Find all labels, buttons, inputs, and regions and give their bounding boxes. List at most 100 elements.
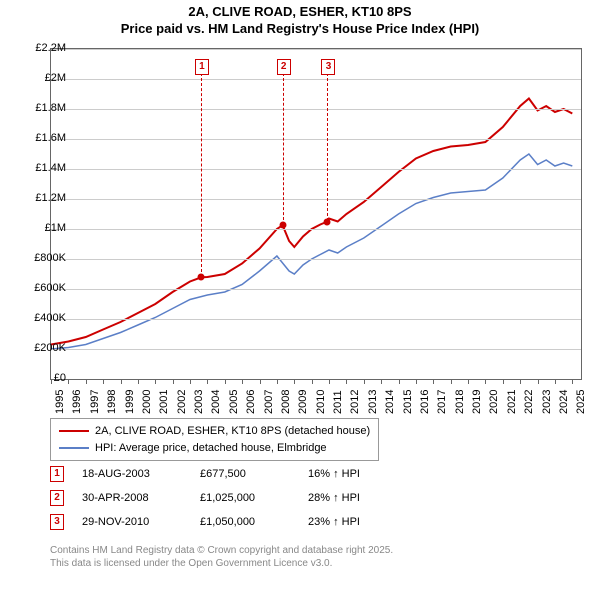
x-axis-label: 2011 [332, 390, 344, 414]
footer-line-1: Contains HM Land Registry data © Crown c… [50, 544, 393, 557]
x-axis-label: 2018 [454, 390, 466, 414]
callout-number: 1 [50, 466, 64, 482]
y-gridline [51, 259, 581, 260]
x-tick [364, 379, 365, 384]
y-axis-label: £200K [22, 342, 66, 354]
x-axis-label: 2004 [210, 390, 222, 414]
marker-dashed-line [327, 73, 328, 222]
y-axis-label: £400K [22, 312, 66, 324]
callout-number: 3 [50, 514, 64, 530]
y-axis-label: £1.2M [22, 192, 66, 204]
x-tick [138, 379, 139, 384]
footer: Contains HM Land Registry data © Crown c… [50, 544, 393, 570]
callout-number: 2 [50, 490, 64, 506]
x-axis-label: 2019 [471, 390, 483, 414]
chart-svg [51, 49, 581, 379]
y-axis-label: £1M [22, 222, 66, 234]
x-tick [260, 379, 261, 384]
x-axis-label: 1997 [89, 390, 101, 414]
x-tick [294, 379, 295, 384]
y-gridline [51, 199, 581, 200]
marker-box: 2 [277, 59, 291, 75]
y-gridline [51, 139, 581, 140]
marker-dot [197, 274, 204, 281]
callout-date: 18-AUG-2003 [82, 468, 182, 480]
y-axis-label: £800K [22, 252, 66, 264]
series-line [51, 99, 572, 345]
x-axis-label: 1996 [71, 390, 83, 414]
legend-row: HPI: Average price, detached house, Elmb… [59, 440, 370, 457]
legend-label: 2A, CLIVE ROAD, ESHER, KT10 8PS (detache… [95, 423, 370, 440]
callout-pct: 23% ↑ HPI [308, 516, 398, 528]
x-tick [451, 379, 452, 384]
callout-date: 29-NOV-2010 [82, 516, 182, 528]
x-tick [346, 379, 347, 384]
y-gridline [51, 169, 581, 170]
legend-swatch [59, 447, 89, 449]
y-gridline [51, 109, 581, 110]
x-tick [173, 379, 174, 384]
x-axis-label: 2025 [575, 390, 587, 414]
y-gridline [51, 79, 581, 80]
x-axis-label: 2013 [367, 390, 379, 414]
x-tick [225, 379, 226, 384]
x-tick [86, 379, 87, 384]
y-axis-label: £2M [22, 72, 66, 84]
x-axis-label: 2022 [523, 390, 535, 414]
x-tick [242, 379, 243, 384]
x-tick [538, 379, 539, 384]
marker-dot [279, 222, 286, 229]
callout-price: £1,050,000 [200, 516, 290, 528]
title-line-2: Price paid vs. HM Land Registry's House … [0, 21, 600, 38]
x-tick [329, 379, 330, 384]
callout-row: 3 29-NOV-2010 £1,050,000 23% ↑ HPI [50, 510, 398, 534]
x-axis-label: 2009 [297, 390, 309, 414]
y-axis-label: £0 [22, 372, 66, 384]
x-tick [399, 379, 400, 384]
x-axis-label: 1998 [106, 390, 118, 414]
x-axis-label: 1995 [54, 390, 66, 414]
x-axis-label: 2000 [141, 390, 153, 414]
x-axis-label: 2007 [263, 390, 275, 414]
y-axis-label: £2.2M [22, 42, 66, 54]
footer-line-2: This data is licensed under the Open Gov… [50, 557, 393, 570]
x-axis-label: 2003 [193, 390, 205, 414]
x-axis-label: 2021 [506, 390, 518, 414]
x-tick [190, 379, 191, 384]
y-axis-label: £1.4M [22, 162, 66, 174]
x-axis-label: 2023 [541, 390, 553, 414]
x-axis-label: 2015 [402, 390, 414, 414]
marker-box: 1 [195, 59, 209, 75]
callout-pct: 16% ↑ HPI [308, 468, 398, 480]
x-axis-label: 2020 [488, 390, 500, 414]
title-line-1: 2A, CLIVE ROAD, ESHER, KT10 8PS [0, 4, 600, 21]
x-tick [433, 379, 434, 384]
x-tick [103, 379, 104, 384]
x-axis-label: 2014 [384, 390, 396, 414]
x-tick [381, 379, 382, 384]
x-axis-label: 1999 [124, 390, 136, 414]
x-axis-label: 2012 [349, 390, 361, 414]
x-tick [520, 379, 521, 384]
x-axis-label: 2010 [315, 390, 327, 414]
marker-dashed-line [283, 73, 284, 225]
x-axis-label: 2016 [419, 390, 431, 414]
x-axis-label: 2001 [158, 390, 170, 414]
x-tick [503, 379, 504, 384]
x-tick [277, 379, 278, 384]
marker-dot [324, 218, 331, 225]
callout-price: £677,500 [200, 468, 290, 480]
title-block: 2A, CLIVE ROAD, ESHER, KT10 8PS Price pa… [0, 0, 600, 38]
x-axis-label: 2008 [280, 390, 292, 414]
marker-dashed-line [201, 73, 202, 277]
y-gridline [51, 349, 581, 350]
x-tick [312, 379, 313, 384]
x-tick [155, 379, 156, 384]
y-gridline [51, 49, 581, 50]
x-tick [68, 379, 69, 384]
callout-price: £1,025,000 [200, 492, 290, 504]
x-axis-label: 2005 [228, 390, 240, 414]
legend-swatch [59, 430, 89, 432]
y-gridline [51, 319, 581, 320]
y-gridline [51, 229, 581, 230]
